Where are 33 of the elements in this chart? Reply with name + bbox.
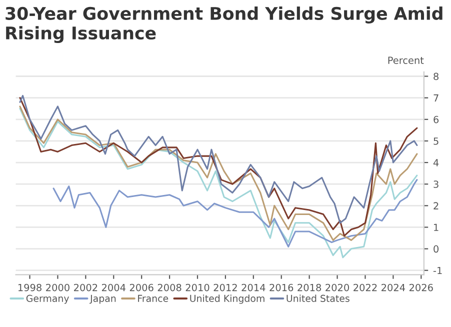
x-tick-label: 2026 [409,284,433,292]
y-tick-label: 6 [434,116,439,124]
y-tick-label: 8 [434,72,438,80]
x-tick-label: 2020 [326,284,349,292]
x-tick-label: 2012 [214,284,237,292]
x-tick-label: 1998 [18,284,42,292]
x-tick-label: 2004 [102,284,126,292]
x-tick-label: 2010 [186,284,210,292]
legend-label: Japan [90,294,116,304]
x-tick-label: 2000 [46,284,70,292]
x-tick-label: 2008 [158,284,182,292]
y-tick-label: 3 [434,180,438,188]
y-tick-label: 7 [434,94,438,102]
legend-label: France [138,294,168,302]
legend-label: United Kingdom [190,294,264,304]
y-tick-label: 1 [434,224,438,231]
x-tick-label: 2006 [130,284,154,292]
y-tick-label: 4 [433,159,439,166]
x-tick-label: 2002 [74,284,98,292]
x-tick-label: 2024 [382,284,406,292]
legend-label: United States [286,294,350,302]
y-tick-label: 2 [434,202,438,210]
y-tick-label: -1 [433,266,442,274]
x-tick-label: 2016 [270,284,294,292]
legend-label: Germany [26,294,69,304]
y-axis-title: Percent [388,56,424,64]
x-tick-label: 2014 [242,284,266,292]
y-tick-label: 0 [434,245,439,253]
line-series [52,179,418,248]
y-tick-label: 5 [434,138,438,145]
x-tick-label: 2018 [298,284,322,292]
x-tick-label: 2022 [354,284,377,292]
chart-title: 30-Year Government Bond Yields Surge Amid Rising Issuance [6,6,442,44]
